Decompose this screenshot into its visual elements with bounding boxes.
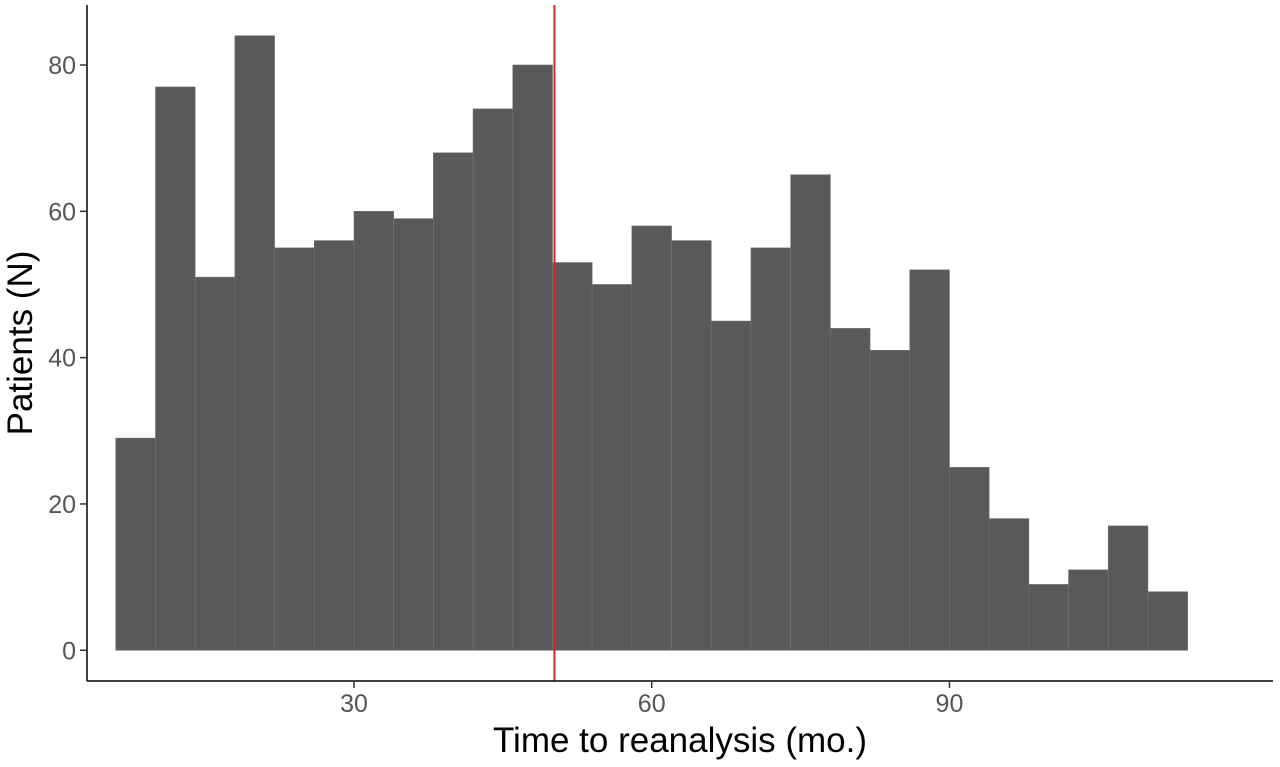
histogram-bar bbox=[552, 262, 593, 651]
histogram-bar bbox=[433, 152, 474, 651]
histogram-bar bbox=[393, 218, 434, 651]
histogram-bar bbox=[710, 320, 752, 651]
histogram-bar bbox=[274, 247, 315, 651]
x-tick-label: 60 bbox=[638, 690, 666, 718]
histogram-bar bbox=[234, 35, 275, 651]
histogram-bar bbox=[949, 467, 990, 651]
histogram-bar bbox=[631, 225, 672, 651]
histogram-bar bbox=[472, 108, 514, 651]
histogram-bar bbox=[512, 64, 553, 651]
x-axis-ticks: 30 60 90 bbox=[340, 681, 963, 718]
histogram-bar bbox=[671, 240, 712, 651]
y-tick-label: 20 bbox=[48, 491, 76, 519]
y-tick-label: 60 bbox=[48, 198, 76, 226]
histogram-bar bbox=[1147, 591, 1188, 651]
y-tick-label: 0 bbox=[62, 637, 76, 665]
histogram-bar bbox=[1028, 584, 1069, 651]
y-tick-label: 40 bbox=[48, 345, 76, 373]
x-tick-label: 90 bbox=[936, 690, 964, 718]
histogram-bar bbox=[869, 350, 911, 651]
histogram-bar bbox=[353, 211, 394, 651]
histogram-bar bbox=[909, 269, 950, 651]
histogram-bar bbox=[591, 284, 633, 651]
histogram-bar bbox=[1068, 569, 1109, 651]
histogram-bar bbox=[1107, 525, 1149, 651]
histogram-bar bbox=[988, 518, 1030, 651]
histogram-bars bbox=[115, 35, 1188, 651]
x-axis-title: Time to reanalysis (mo.) bbox=[493, 721, 867, 760]
histogram-bar bbox=[155, 86, 196, 651]
y-tick-label: 80 bbox=[48, 52, 76, 80]
histogram-bar bbox=[830, 328, 871, 651]
y-axis-title: Patients (N) bbox=[1, 251, 40, 436]
histogram-bar bbox=[194, 276, 236, 651]
histogram-bar bbox=[115, 437, 156, 651]
x-tick-label: 30 bbox=[340, 690, 368, 718]
histogram-bar bbox=[750, 247, 791, 651]
y-axis-ticks: 0 20 40 60 80 bbox=[48, 52, 87, 665]
histogram-bar bbox=[790, 174, 831, 651]
histogram-bar bbox=[313, 240, 355, 651]
